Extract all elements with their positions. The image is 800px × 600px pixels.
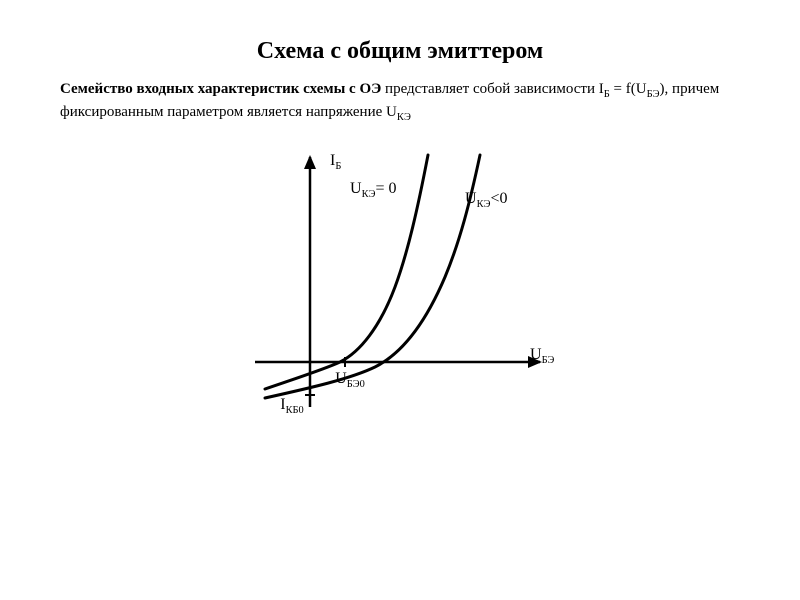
desc-t1: представляет собой зависимости I [381, 81, 603, 97]
page-title: Схема с общим эмиттером [60, 38, 740, 65]
page: Схема с общим эмиттером Семейство входны… [0, 0, 800, 437]
desc-t2: = f(U [610, 81, 647, 97]
chart-container: IБUБЭUКЭ= 0UКЭ<0UБЭ0IКБ0 [60, 137, 740, 437]
input-characteristics-chart: IБUБЭUКЭ= 0UКЭ<0UБЭ0IКБ0 [230, 137, 570, 437]
desc-sub-uke: КЭ [397, 112, 411, 123]
desc-bold: Семейство входных характеристик схемы с … [60, 81, 381, 97]
desc-sub-ube: БЭ [647, 89, 660, 100]
description: Семейство входных характеристик схемы с … [60, 79, 740, 125]
